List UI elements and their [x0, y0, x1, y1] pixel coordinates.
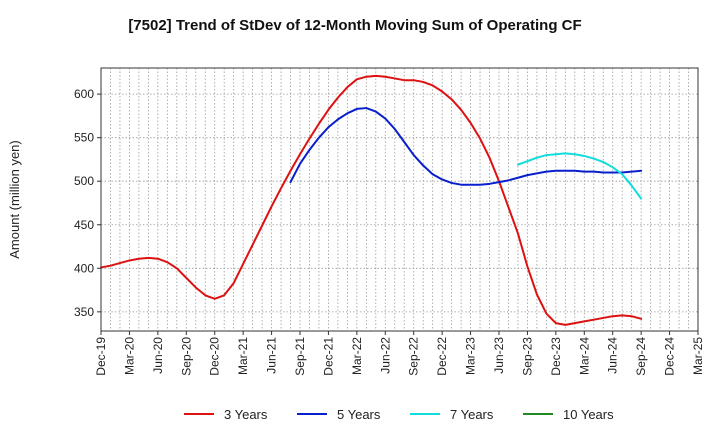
- x-tick-label: Mar-23: [464, 337, 478, 375]
- y-tick-label: 450: [74, 218, 94, 232]
- series-lines: [100, 74, 643, 326]
- x-tick-label: Mar-21: [236, 337, 250, 375]
- x-tick-label: Dec-20: [208, 337, 222, 376]
- x-tick-label: Mar-25: [691, 337, 705, 375]
- x-tick-label: Mar-22: [350, 337, 364, 375]
- legend: 3 Years 5 Years 7 Years 10 Years: [184, 407, 614, 422]
- x-tick-label: Dec-22: [435, 337, 449, 376]
- plot-frame: [100, 67, 699, 332]
- x-tick-label: Sep-20: [179, 337, 193, 376]
- legend-label: 5 Years: [337, 407, 381, 422]
- y-tick-label: 350: [74, 305, 94, 319]
- x-axis-ticks: Dec-19 Mar-20 Jun-20 Sep-20 Dec-20 Mar-21 Jun-…: [94, 331, 705, 376]
- x-tick-label: Jun-20: [151, 337, 165, 374]
- y-axis-ticks: 350 400 450 500 550 600: [74, 87, 101, 319]
- legend-label: 10 Years: [563, 407, 614, 422]
- y-tick-label: 550: [74, 131, 94, 145]
- x-tick-label: Dec-23: [549, 337, 563, 376]
- x-tick-label: Jun-23: [492, 337, 506, 374]
- y-tick-label: 500: [74, 174, 94, 188]
- x-tick-label: Mar-24: [577, 337, 591, 375]
- grid: [101, 68, 698, 331]
- x-tick-label: Dec-21: [321, 337, 335, 376]
- y-axis-title: Amount (million yen): [7, 140, 22, 259]
- series-line-5-years: [289, 107, 643, 186]
- y-tick-label: 400: [74, 261, 94, 275]
- x-tick-label: Mar-20: [122, 337, 136, 375]
- series-line-3-years: [100, 74, 643, 326]
- x-tick-label: Jun-21: [265, 337, 279, 374]
- x-tick-label: Jun-24: [606, 337, 620, 374]
- x-tick-label: Sep-24: [634, 337, 648, 376]
- x-tick-label: Sep-21: [293, 337, 307, 376]
- x-tick-label: Dec-24: [663, 337, 677, 376]
- chart-title: [7502] Trend of StDev of 12-Month Moving…: [128, 17, 581, 34]
- legend-label: 7 Years: [450, 407, 494, 422]
- x-tick-label: Sep-23: [520, 337, 534, 376]
- y-tick-label: 600: [74, 87, 94, 101]
- x-tick-label: Sep-22: [407, 337, 421, 376]
- x-tick-label: Jun-22: [378, 337, 392, 374]
- series-line-7-years: [516, 152, 643, 200]
- x-tick-label: Dec-19: [94, 337, 108, 376]
- legend-label: 3 Years: [224, 407, 268, 422]
